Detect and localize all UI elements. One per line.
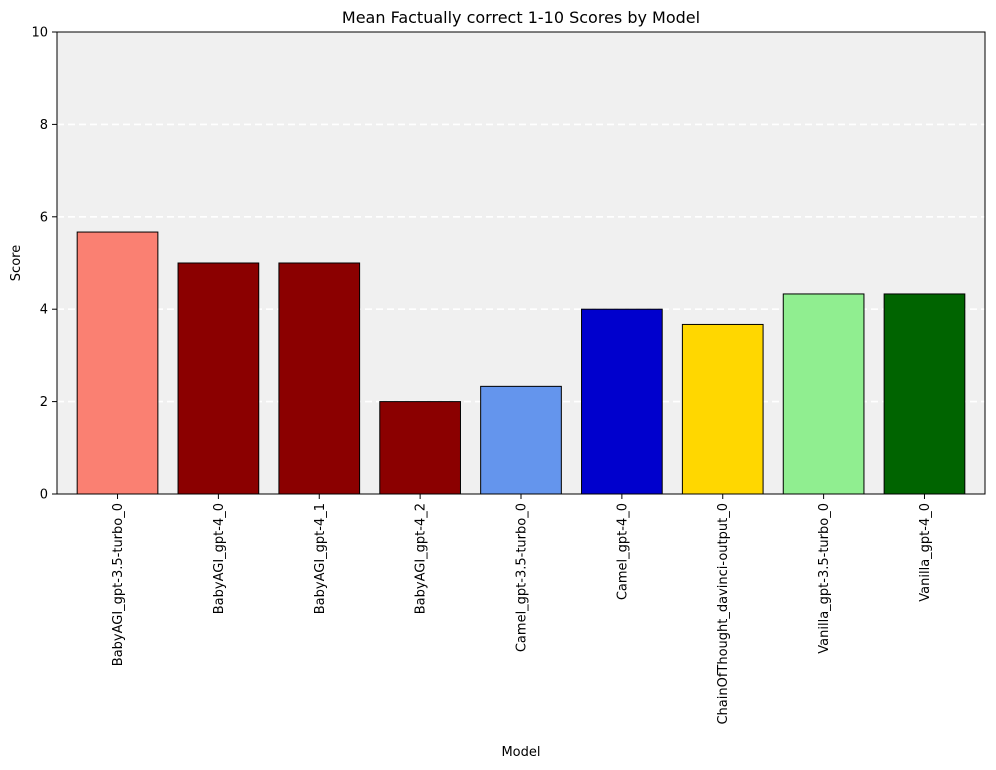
x-axis-label: Model (501, 745, 540, 760)
y-axis-ticks: 0 2 4 6 8 10 (31, 26, 57, 503)
bar-Vanilla_gpt-4_0 (883, 293, 966, 495)
y-tick-label: 6 (40, 210, 48, 225)
x-tick-label: BabyAGI_gpt-4_2 (414, 503, 429, 614)
bar-BabyAGI_gpt-4_2 (379, 401, 461, 495)
bar-BabyAGI_gpt-4_1 (278, 262, 361, 495)
y-tick-label: 4 (40, 303, 48, 318)
bar-BabyAGI_gpt-4_0 (177, 262, 260, 495)
y-tick-label: 8 (40, 118, 48, 133)
bar-Camel_gpt-3.5-turbo_0 (480, 385, 562, 495)
bar-Vanilla_gpt-3.5-turbo_0 (782, 293, 865, 495)
y-tick-label: 2 (40, 395, 48, 410)
x-tick-label: Vanilla_gpt-3.5-turbo_0 (817, 503, 832, 654)
x-tick-label: Camel_gpt-4_0 (615, 503, 630, 600)
y-tick-label: 0 (40, 488, 48, 503)
y-axis-label: Score (9, 245, 24, 281)
x-axis-ticks: BabyAGI_gpt-3.5-turbo_0 BabyAGI_gpt-4_0 Ba… (111, 494, 933, 725)
x-tick-label: BabyAGI_gpt-3.5-turbo_0 (111, 503, 126, 666)
x-tick-label: BabyAGI_gpt-4_0 (212, 503, 227, 614)
bar-ChainOfThought_davinci-output_0 (681, 323, 764, 495)
y-tick-label: 10 (31, 26, 48, 41)
x-tick-label: ChainOfThought_davinci-output_0 (716, 503, 731, 725)
x-tick-label: BabyAGI_gpt-4_1 (313, 503, 328, 614)
x-tick-label: Vanilla_gpt-4_0 (918, 503, 933, 602)
bar-BabyAGI_gpt-3.5-turbo_0 (76, 231, 159, 495)
bars (76, 231, 966, 495)
bar-Camel_gpt-4_0 (581, 308, 663, 495)
x-tick-label: Camel_gpt-3.5-turbo_0 (515, 503, 530, 652)
chart-title: Mean Factually correct 1-10 Scores by Mo… (342, 8, 700, 27)
